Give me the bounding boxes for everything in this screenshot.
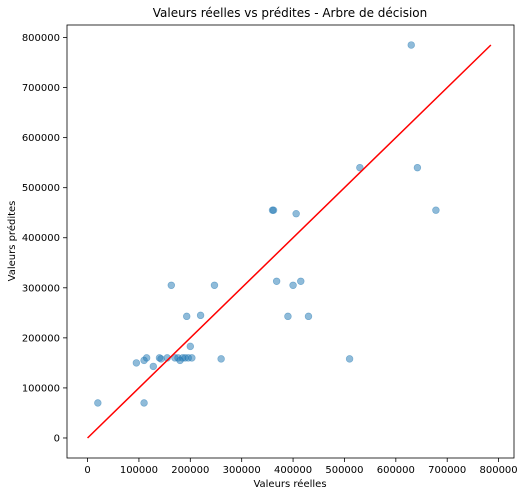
- y-tick-label: 300000: [22, 283, 60, 294]
- x-tick-label: 400000: [274, 465, 312, 476]
- data-point: [186, 342, 195, 351]
- y-tick-label: 600000: [22, 133, 60, 144]
- data-point: [188, 354, 196, 362]
- data-point: [284, 312, 292, 321]
- data-point: [149, 362, 158, 371]
- data-point: [157, 355, 165, 363]
- data-point: [217, 355, 225, 363]
- plot-area: [66, 24, 515, 459]
- reference-line: [87, 44, 492, 439]
- y-axis: 0 100000 200000 300000 400000 500000 600000 700…: [22, 33, 67, 444]
- data-point: [272, 277, 281, 285]
- data-point: [94, 399, 102, 407]
- data-point: [140, 399, 148, 407]
- x-tick-label: 0: [84, 465, 90, 476]
- y-tick-label: 700000: [22, 83, 60, 94]
- data-point: [289, 281, 297, 290]
- y-tick-label: 400000: [22, 233, 60, 244]
- data-point: [407, 41, 415, 49]
- data-point: [345, 355, 354, 363]
- data-point: [183, 312, 191, 321]
- x-tick-label: 700000: [428, 465, 466, 476]
- x-tick-label: 500000: [325, 465, 363, 476]
- data-point: [269, 206, 278, 214]
- data-point: [196, 311, 205, 320]
- x-tick-label: 600000: [377, 465, 415, 476]
- data-point: [356, 163, 364, 172]
- data-point: [304, 312, 313, 321]
- y-tick-label: 200000: [22, 333, 60, 344]
- points-layer: [94, 41, 440, 407]
- y-tick-label: 500000: [22, 183, 60, 194]
- x-tick-label: 800000: [479, 465, 517, 476]
- data-point: [142, 354, 151, 362]
- x-tick-label: 200000: [171, 465, 209, 476]
- data-point: [413, 163, 422, 172]
- y-axis-label: Valeurs prédites: [6, 201, 18, 282]
- data-point: [297, 277, 305, 285]
- x-axis-label: Valeurs réelles: [253, 478, 326, 490]
- x-tick-label: 100000: [120, 465, 158, 476]
- y-tick-label: 100000: [22, 383, 60, 394]
- data-point: [167, 281, 176, 290]
- x-tick-label: 300000: [223, 465, 261, 476]
- data-point: [432, 206, 440, 214]
- data-point: [210, 281, 219, 290]
- y-tick-label: 800000: [22, 33, 60, 44]
- x-axis: 0 100000 200000 300000 400000 500000 600000 700…: [84, 458, 518, 476]
- chart-title: Valeurs réelles vs prédites - Arbre de d…: [153, 6, 428, 20]
- y-tick-label: 0: [54, 433, 60, 444]
- data-point: [292, 210, 300, 218]
- data-point: [132, 359, 141, 367]
